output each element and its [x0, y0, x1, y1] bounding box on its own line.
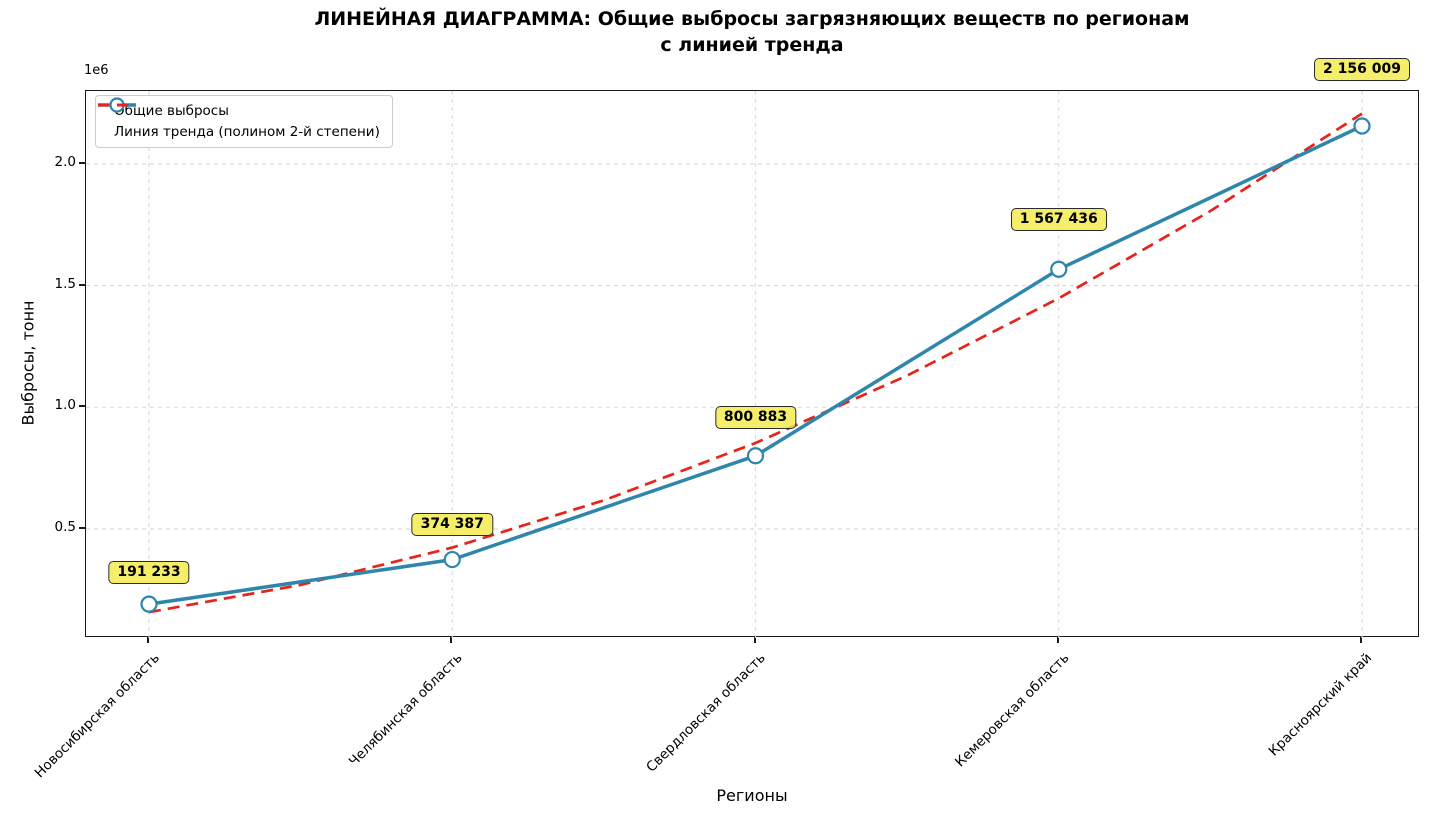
- plot-svg: [86, 91, 1420, 638]
- x-tick-mark: [147, 637, 149, 643]
- x-tick-label: Красноярский край: [1265, 650, 1376, 760]
- y-tick-mark: [79, 161, 85, 164]
- legend: Общие выбросы Линия тренда (полином 2-й …: [95, 95, 393, 148]
- trend-line: [148, 112, 1363, 614]
- data-point-marker: [1353, 117, 1371, 135]
- data-point-marker: [746, 447, 765, 465]
- y-tick-mark: [79, 405, 85, 408]
- legend-label-emissions: Общие выбросы: [114, 103, 229, 119]
- data-point-label: 800 883: [714, 405, 797, 429]
- data-point-label: 191 233: [108, 561, 190, 585]
- data-point-marker: [443, 550, 461, 569]
- chart-title-line1: ЛИНЕЙНАЯ ДИАГРАММА: Общие выбросы загряз…: [314, 8, 1190, 30]
- y-tick-label: 1.0: [54, 397, 76, 414]
- y-tick-label: 2.0: [54, 153, 76, 170]
- x-tick-mark: [1360, 637, 1362, 643]
- legend-row-emissions: Общие выбросы: [98, 97, 380, 119]
- x-tick-mark: [753, 637, 756, 643]
- y-tick-mark: [79, 283, 85, 286]
- legend-label-trend: Линия тренда (полином 2-й степени): [114, 124, 380, 140]
- chart-title-line2: с линией тренда: [660, 34, 844, 56]
- data-point-label: 1 567 436: [1010, 208, 1107, 232]
- markers-layer: [140, 117, 1371, 613]
- x-tick-mark: [1056, 637, 1059, 643]
- y-axis-offset-text: 1e6: [84, 63, 109, 78]
- x-tick-label: Новосибирская область: [31, 650, 163, 782]
- y-tick-label: 0.5: [54, 518, 76, 535]
- data-point-marker: [140, 595, 158, 613]
- x-axis-label: Регионы: [716, 786, 788, 805]
- data-point-marker: [1050, 260, 1068, 278]
- gridlines-layer: [86, 91, 1420, 638]
- x-tick-label: Кемеровская область: [951, 650, 1073, 771]
- y-tick-label: 1.5: [54, 275, 76, 292]
- plot-area: Общие выбросы Линия тренда (полином 2-й …: [85, 58, 1420, 638]
- legend-row-trend: Линия тренда (полином 2-й степени): [98, 103, 380, 140]
- data-point-label: 2 156 009: [1314, 58, 1410, 82]
- data-point-label: 374 387: [411, 512, 493, 536]
- x-tick-label: Свердловская область: [643, 650, 769, 776]
- y-tick-mark: [79, 526, 85, 529]
- x-tick-label: Челябинская область: [345, 650, 466, 770]
- chart-title: ЛИНЕЙНАЯ ДИАГРАММА: Общие выбросы загряз…: [85, 6, 1419, 58]
- x-tick-mark: [450, 637, 453, 643]
